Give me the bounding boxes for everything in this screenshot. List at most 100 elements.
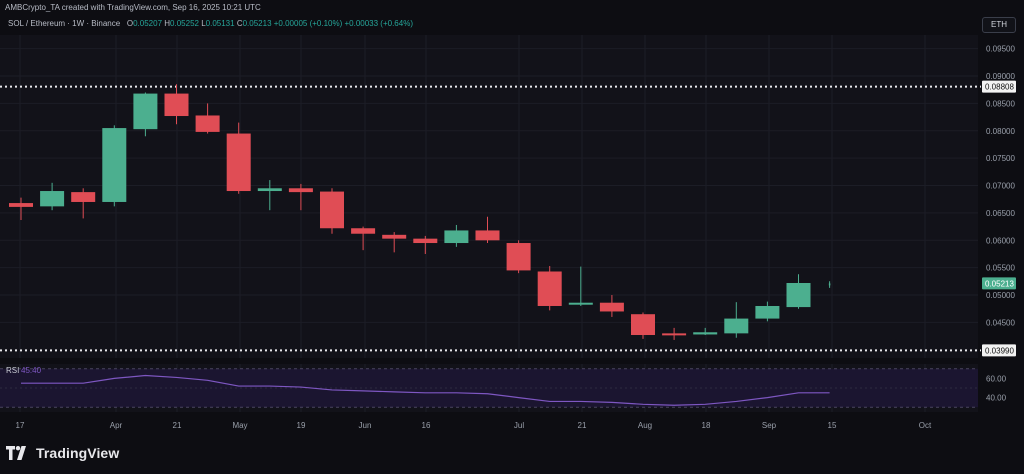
candle-body <box>320 191 344 229</box>
tradingview-brand[interactable]: TradingView <box>6 443 119 463</box>
candle-body <box>413 238 438 244</box>
candle <box>724 302 749 338</box>
time-axis-tick-label: 21 <box>578 421 587 430</box>
created-by-line: AMBCrypto_TA created with TradingView.co… <box>5 3 261 12</box>
candle <box>133 92 158 137</box>
time-axis: 17 Apr 21 May 19 Jun 16 Jul 21 Aug 18 Sep 15 Oct <box>16 421 932 430</box>
horizontal-level-label: 0.08808 <box>985 83 1014 92</box>
candle <box>475 216 500 244</box>
candle <box>382 232 407 253</box>
price-axis-tick-label: 0.08500 <box>986 99 1015 108</box>
time-axis-tick-label: Jul <box>514 421 524 430</box>
high-label: H <box>164 19 171 28</box>
candle <box>506 240 531 274</box>
candle-body <box>257 188 282 192</box>
candle <box>288 183 313 211</box>
change-value: +0.00005 (+0.10%) <box>273 19 343 28</box>
price-axis: 0.09500 0.09000 0.08500 0.08000 0.07500 0.070… <box>986 45 1015 328</box>
candle-body <box>537 271 562 306</box>
candle-body <box>475 230 500 241</box>
candle-body <box>102 128 127 202</box>
candle <box>226 122 251 194</box>
candles <box>9 84 831 340</box>
candle <box>413 235 438 254</box>
time-axis-tick-label: May <box>232 421 247 430</box>
candle-body <box>568 302 593 305</box>
candle-body <box>40 191 65 207</box>
candle <box>257 180 282 211</box>
candle-body <box>382 234 407 239</box>
candle <box>164 84 189 125</box>
price-axis-tick-label: 0.07500 <box>986 154 1015 163</box>
candle <box>568 266 593 306</box>
candle-body <box>755 305 780 319</box>
rsi-line <box>21 374 830 406</box>
time-axis-tick-label: 15 <box>828 421 837 430</box>
candle <box>662 327 687 340</box>
rsi-value: 45.40 <box>21 366 42 375</box>
time-axis-tick-label: 17 <box>16 421 25 430</box>
close-value: 0.05213 <box>242 19 272 28</box>
last-price-label: 0.05213 <box>985 279 1014 288</box>
candle-body <box>724 318 749 334</box>
candle-body <box>71 192 96 202</box>
candle-body <box>662 333 687 336</box>
candle <box>9 197 33 221</box>
brand-name: TradingView <box>36 445 120 461</box>
price-pane-background <box>0 35 978 358</box>
symbol-legend: SOL / Ethereum · 1W · Binance O0.05207 H… <box>8 19 413 28</box>
candle <box>599 295 624 317</box>
candle <box>351 226 376 251</box>
time-axis-tick-label: 19 <box>297 421 306 430</box>
candle <box>320 188 344 234</box>
time-axis-tick-label: Apr <box>110 421 123 430</box>
candle <box>537 266 562 311</box>
candle <box>102 125 127 207</box>
time-axis-tick-label: 21 <box>173 421 182 430</box>
candle <box>786 274 811 309</box>
candle <box>195 103 220 134</box>
candle <box>755 301 780 322</box>
currency-button[interactable]: ETH <box>982 17 1016 33</box>
rsi-label: RSI <box>6 366 19 375</box>
low-label: L <box>201 19 206 28</box>
open-value: 0.05207 <box>133 19 163 28</box>
last-price-label-box <box>982 277 1016 290</box>
candle <box>693 327 718 336</box>
price-axis-tick-label: 0.05500 <box>986 264 1015 273</box>
price-axis-tick-label: 0.09500 <box>986 45 1015 54</box>
candle <box>40 182 65 211</box>
price-axis-tick-label: 0.09000 <box>986 72 1015 81</box>
price-axis-tick-label: 0.06000 <box>986 236 1015 245</box>
change-value-2: +0.00033 (+0.64%) <box>344 19 413 28</box>
time-axis-tick-label: Jun <box>359 421 372 430</box>
time-axis-tick-label: 18 <box>702 421 711 430</box>
rsi-axis-tick-label: 40.00 <box>986 394 1007 403</box>
horizontal-level-label: 0.03990 <box>985 346 1014 355</box>
candle-body <box>506 243 531 271</box>
open-label: O <box>126 19 134 28</box>
candle-body <box>351 228 376 234</box>
symbol-title: SOL / Ethereum · 1W · Binance <box>8 19 121 28</box>
candle-body <box>693 332 718 335</box>
candle-body <box>599 302 624 312</box>
high-value: 0.05252 <box>170 19 199 28</box>
candle-body <box>226 133 251 192</box>
candle-body <box>786 282 811 308</box>
time-axis-tick-label: Sep <box>762 421 777 430</box>
time-axis-tick-label: 16 <box>422 421 431 430</box>
candle-body <box>444 230 469 244</box>
tradingview-logo-icon <box>6 446 26 460</box>
time-axis-tick-label: Aug <box>638 421 652 430</box>
candle-body <box>195 115 220 132</box>
candle <box>444 224 469 247</box>
rsi-axis-tick-label: 60.00 <box>986 374 1007 383</box>
candle-body <box>133 93 158 130</box>
candle-body <box>9 203 33 207</box>
close-label: C <box>236 19 243 28</box>
price-axis-tick-label: 0.05000 <box>986 291 1015 300</box>
candle-body <box>631 314 655 336</box>
candle-body <box>288 188 313 193</box>
